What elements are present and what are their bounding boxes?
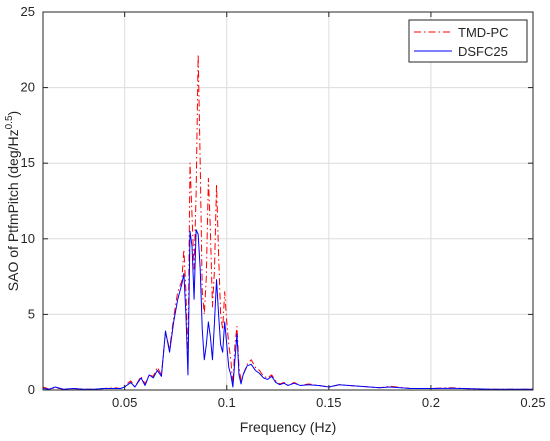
x-tick-label: 0.25 — [520, 395, 545, 410]
y-tick-label: 20 — [21, 80, 35, 95]
y-tick-label: 25 — [21, 4, 35, 19]
x-tick-label: 0.15 — [316, 395, 341, 410]
y-axis-label-sup: 0.5 — [4, 115, 15, 129]
y-axis-label: SAO of PtfmPitch (deg/Hz0.5) — [4, 111, 21, 291]
axis-ticks — [43, 11, 534, 391]
legend: TMD-PC DSFC25 — [408, 19, 528, 63]
x-tick-label: 0.2 — [422, 395, 440, 410]
legend-label-tmd-pc: TMD-PC — [458, 25, 509, 40]
y-axis-label-close: ) — [5, 111, 21, 116]
x-tick-label: 0.1 — [218, 395, 236, 410]
series-layer — [42, 53, 533, 390]
y-tick-label: 10 — [21, 231, 35, 246]
plot-area — [43, 12, 533, 390]
tick-labels: 0.05 0.1 0.15 0.2 0.25 0 5 10 15 20 25 — [21, 4, 546, 410]
y-axis-label-main: SAO of PtfmPitch (deg/Hz — [5, 129, 21, 291]
y-tick-label: 5 — [28, 306, 35, 321]
x-axis-label: Frequency (Hz) — [240, 419, 336, 435]
legend-label-dsfc25: DSFC25 — [458, 44, 508, 59]
y-tick-label: 15 — [21, 155, 35, 170]
plot-frame — [42, 11, 534, 391]
series-line-dsfc25 — [42, 229, 533, 390]
y-tick-label: 0 — [28, 382, 35, 397]
legend-box — [408, 19, 528, 63]
x-tick-label: 0.05 — [112, 395, 137, 410]
